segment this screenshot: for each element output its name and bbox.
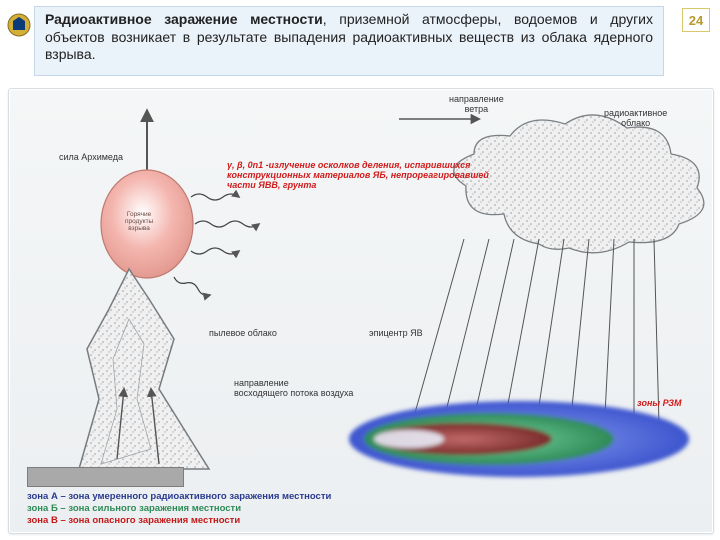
legend-zone-v: зона В – зона опасного заражения местнос…: [27, 515, 331, 527]
label-gamma-beta: γ, β, 0n1 -излучение осколков деления, и…: [227, 161, 507, 191]
label-rzm-zones: зоны РЗМ: [637, 399, 682, 409]
header-bold: Радиоактивное заражение местности: [45, 11, 323, 27]
legend: зона А – зона умеренного радиоактивного …: [27, 491, 331, 527]
label-dust-cloud: пылевое облако: [209, 329, 277, 339]
diagram-panel: сила Архимеда направление ветра радиоакт…: [8, 88, 714, 534]
label-epicenter: эпицентр ЯВ: [369, 329, 423, 339]
slide-number-badge: 24: [682, 8, 710, 32]
label-wind-direction: направление ветра: [449, 95, 504, 115]
legend-zone-b: зона Б – зона сильного заражения местнос…: [27, 503, 331, 515]
label-radio-cloud: радиоактивное облако: [604, 109, 667, 129]
label-updraft: направление восходящего потока воздуха: [234, 379, 353, 399]
label-hot-products: Горячие продукты взрыва: [125, 211, 153, 232]
legend-zone-a: зона А – зона умеренного радиоактивного …: [27, 491, 331, 503]
label-archimedes: сила Архимеда: [59, 153, 123, 163]
grey-overlay-rect: [27, 467, 184, 487]
header-text: Радиоактивное заражение местности, призе…: [34, 6, 664, 76]
emblem-icon: [6, 12, 32, 38]
